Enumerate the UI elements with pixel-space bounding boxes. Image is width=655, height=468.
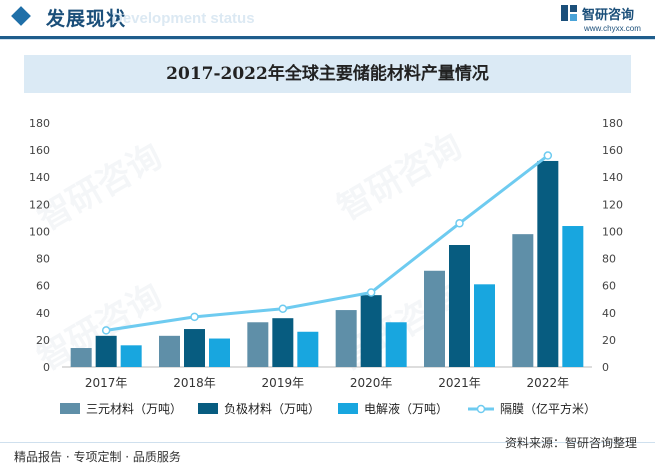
footer-divider (0, 442, 655, 443)
x-axis-tick-label: 2022年 (527, 376, 570, 390)
bar (449, 245, 470, 367)
page-subtitle: Development status (112, 10, 255, 27)
line-point (278, 304, 288, 313)
header-divider (0, 36, 655, 39)
x-axis-tick-label: 2021年 (438, 376, 481, 390)
bar (184, 329, 205, 367)
legend-label: 电解液（万吨） (364, 401, 448, 416)
y-axis-tick-label: 140 (29, 171, 50, 184)
header-divider-light (0, 39, 655, 40)
chart-area: 0 0 20 20 40 40 60 60 80 80 100 100 120 120 140 140 160 1… (29, 117, 623, 416)
y-axis-tick-label: 60 (36, 280, 50, 293)
x-axis-tick-label: 2017年 (85, 376, 128, 390)
y2-axis-tick-label: 160 (602, 144, 623, 157)
bar (474, 284, 495, 367)
data-source: 资料来源：智研咨询整理 (504, 436, 637, 450)
brand-url: www.chyxx.com (584, 24, 641, 33)
line-point (543, 151, 553, 160)
bar (70, 348, 92, 367)
line-point (366, 288, 376, 297)
bar (209, 338, 230, 367)
bar (297, 331, 319, 367)
bar (537, 160, 559, 367)
legend-label: 隔膜（亿平方米） (500, 401, 596, 416)
legend-swatch-marker (476, 404, 486, 414)
diamond-icon (11, 6, 31, 26)
x-axis-tick-label: 2019年 (262, 376, 305, 390)
legend-swatch (338, 403, 358, 414)
legend-label: 三元材料（万吨） (86, 402, 182, 416)
bar (272, 318, 294, 367)
bar (95, 335, 117, 367)
page-title: 发展现状 (46, 8, 127, 30)
bar (562, 226, 584, 367)
y2-axis-tick-label: 80 (602, 253, 616, 266)
bar (335, 310, 357, 367)
footer-tagline: 精品报告 · 专项定制 · 品质服务 (14, 450, 181, 464)
bar (424, 270, 445, 367)
y2-axis-tick-label: 20 (602, 334, 616, 347)
y-axis-tick-label: 160 (29, 144, 50, 157)
y2-axis-tick-label: 140 (602, 171, 623, 184)
legend-swatch (60, 403, 80, 414)
y-axis-tick-label: 40 (36, 307, 50, 320)
series-line (105, 154, 549, 332)
chart-title: 2017-2022年全球主要储能材料产量情况 (166, 64, 489, 84)
line-point (455, 219, 464, 228)
y-axis-tick-label: 120 (29, 198, 50, 211)
page-header: 发展现状 Development status 智研咨询 www.chyxx.c… (0, 0, 655, 36)
bar (159, 335, 180, 367)
y-axis-tick-label: 0 (43, 361, 50, 374)
y2-axis-tick-label: 40 (602, 307, 616, 320)
y2-axis-tick-label: 60 (602, 280, 616, 293)
bar (247, 322, 269, 367)
y-axis-tick-label: 100 (29, 225, 50, 238)
y-axis-tick-label: 180 (29, 117, 50, 130)
bar (512, 234, 534, 367)
bar (360, 295, 382, 367)
bar (385, 322, 407, 367)
brand-name: 智研咨询 (582, 8, 635, 23)
x-axis-tick-label: 2018年 (173, 376, 216, 390)
brand-logo-icon (561, 5, 577, 21)
bar (120, 345, 142, 367)
y-axis-tick-label: 80 (36, 253, 50, 266)
y2-axis-tick-label: 180 (602, 117, 623, 130)
y2-axis-tick-label: 120 (602, 198, 623, 211)
line-point (190, 312, 199, 322)
y2-axis-tick-label: 0 (602, 361, 609, 374)
y-axis-tick-label: 20 (36, 334, 50, 347)
line-point (101, 326, 111, 335)
legend-label: 负极材料（万吨） (224, 402, 320, 416)
legend-swatch (198, 403, 218, 414)
y2-axis-tick-label: 100 (602, 225, 623, 238)
chart-title-band: 2017-2022年全球主要储能材料产量情况 (24, 55, 631, 93)
x-axis-tick-label: 2020年 (350, 376, 393, 390)
